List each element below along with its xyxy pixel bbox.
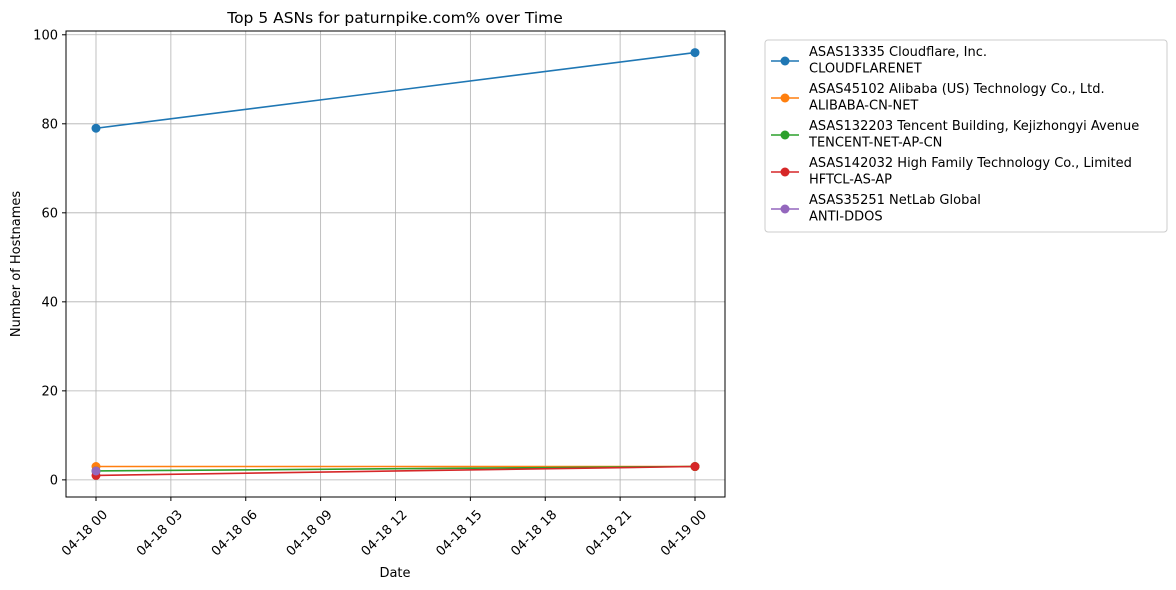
legend: ASAS13335 Cloudflare, Inc.CLOUDFLARENETA… bbox=[764, 39, 1168, 233]
legend-label: ALIBABA-CN-NET bbox=[809, 99, 918, 114]
data-point bbox=[91, 123, 101, 133]
legend-label: ASAS142032 High Family Technology Co., L… bbox=[809, 156, 1132, 171]
x-axis-label: Date bbox=[379, 566, 410, 581]
legend-marker bbox=[780, 56, 790, 66]
y-axis-label: Number of Hostnames bbox=[9, 191, 24, 337]
y-tick-label: 80 bbox=[41, 117, 58, 132]
data-point bbox=[690, 48, 700, 58]
legend-marker bbox=[780, 93, 790, 103]
series-line bbox=[95, 51, 696, 130]
legend-label: CLOUDFLARENET bbox=[809, 62, 922, 77]
series-5 bbox=[91, 466, 101, 476]
legend-entry: ASAS132203 Tencent Building, Kejizhongyi… bbox=[771, 119, 1139, 151]
y-axis: 0 20 40 60 80 100 bbox=[33, 28, 66, 488]
legend-marker bbox=[780, 130, 790, 140]
legend-entry: ASAS142032 High Family Technology Co., L… bbox=[771, 156, 1132, 188]
series-1 bbox=[91, 48, 700, 133]
legend-marker bbox=[780, 167, 790, 177]
data-point bbox=[690, 462, 700, 472]
legend-marker bbox=[780, 204, 790, 214]
series-layer bbox=[91, 48, 700, 480]
y-tick-label: 40 bbox=[41, 295, 58, 310]
legend-entry: ASAS35251 NetLab Global ANTI-DDOS bbox=[771, 193, 981, 225]
y-tick-label: 100 bbox=[33, 28, 58, 43]
y-tick-label: 0 bbox=[50, 473, 58, 488]
chart-title: Top 5 ASNs for paturnpike.com% over Time bbox=[226, 9, 563, 27]
legend-label: TENCENT-NET-AP-CN bbox=[808, 136, 942, 151]
legend-label: ANTI-DDOS bbox=[809, 210, 883, 225]
legend-box bbox=[764, 39, 1168, 233]
legend-label: ASAS132203 Tencent Building, Kejizhongyi… bbox=[809, 119, 1139, 134]
legend-label: ASAS35251 NetLab Global bbox=[809, 193, 981, 208]
legend-entry: ASAS13335 Cloudflare, Inc. CLOUDFLARENET bbox=[771, 45, 987, 77]
legend-label: ASAS13335 Cloudflare, Inc. bbox=[809, 45, 987, 60]
data-point bbox=[91, 466, 101, 476]
legend-label: HFTCL-AS-AP bbox=[809, 173, 892, 188]
y-tick-label: 60 bbox=[41, 206, 58, 221]
series-line bbox=[95, 465, 696, 477]
legend-entry: ASAS45102 Alibaba (US) Technology Co., L… bbox=[771, 82, 1105, 114]
legend-label: ASAS45102 Alibaba (US) Technology Co., L… bbox=[809, 82, 1105, 97]
y-tick-label: 20 bbox=[41, 384, 58, 399]
